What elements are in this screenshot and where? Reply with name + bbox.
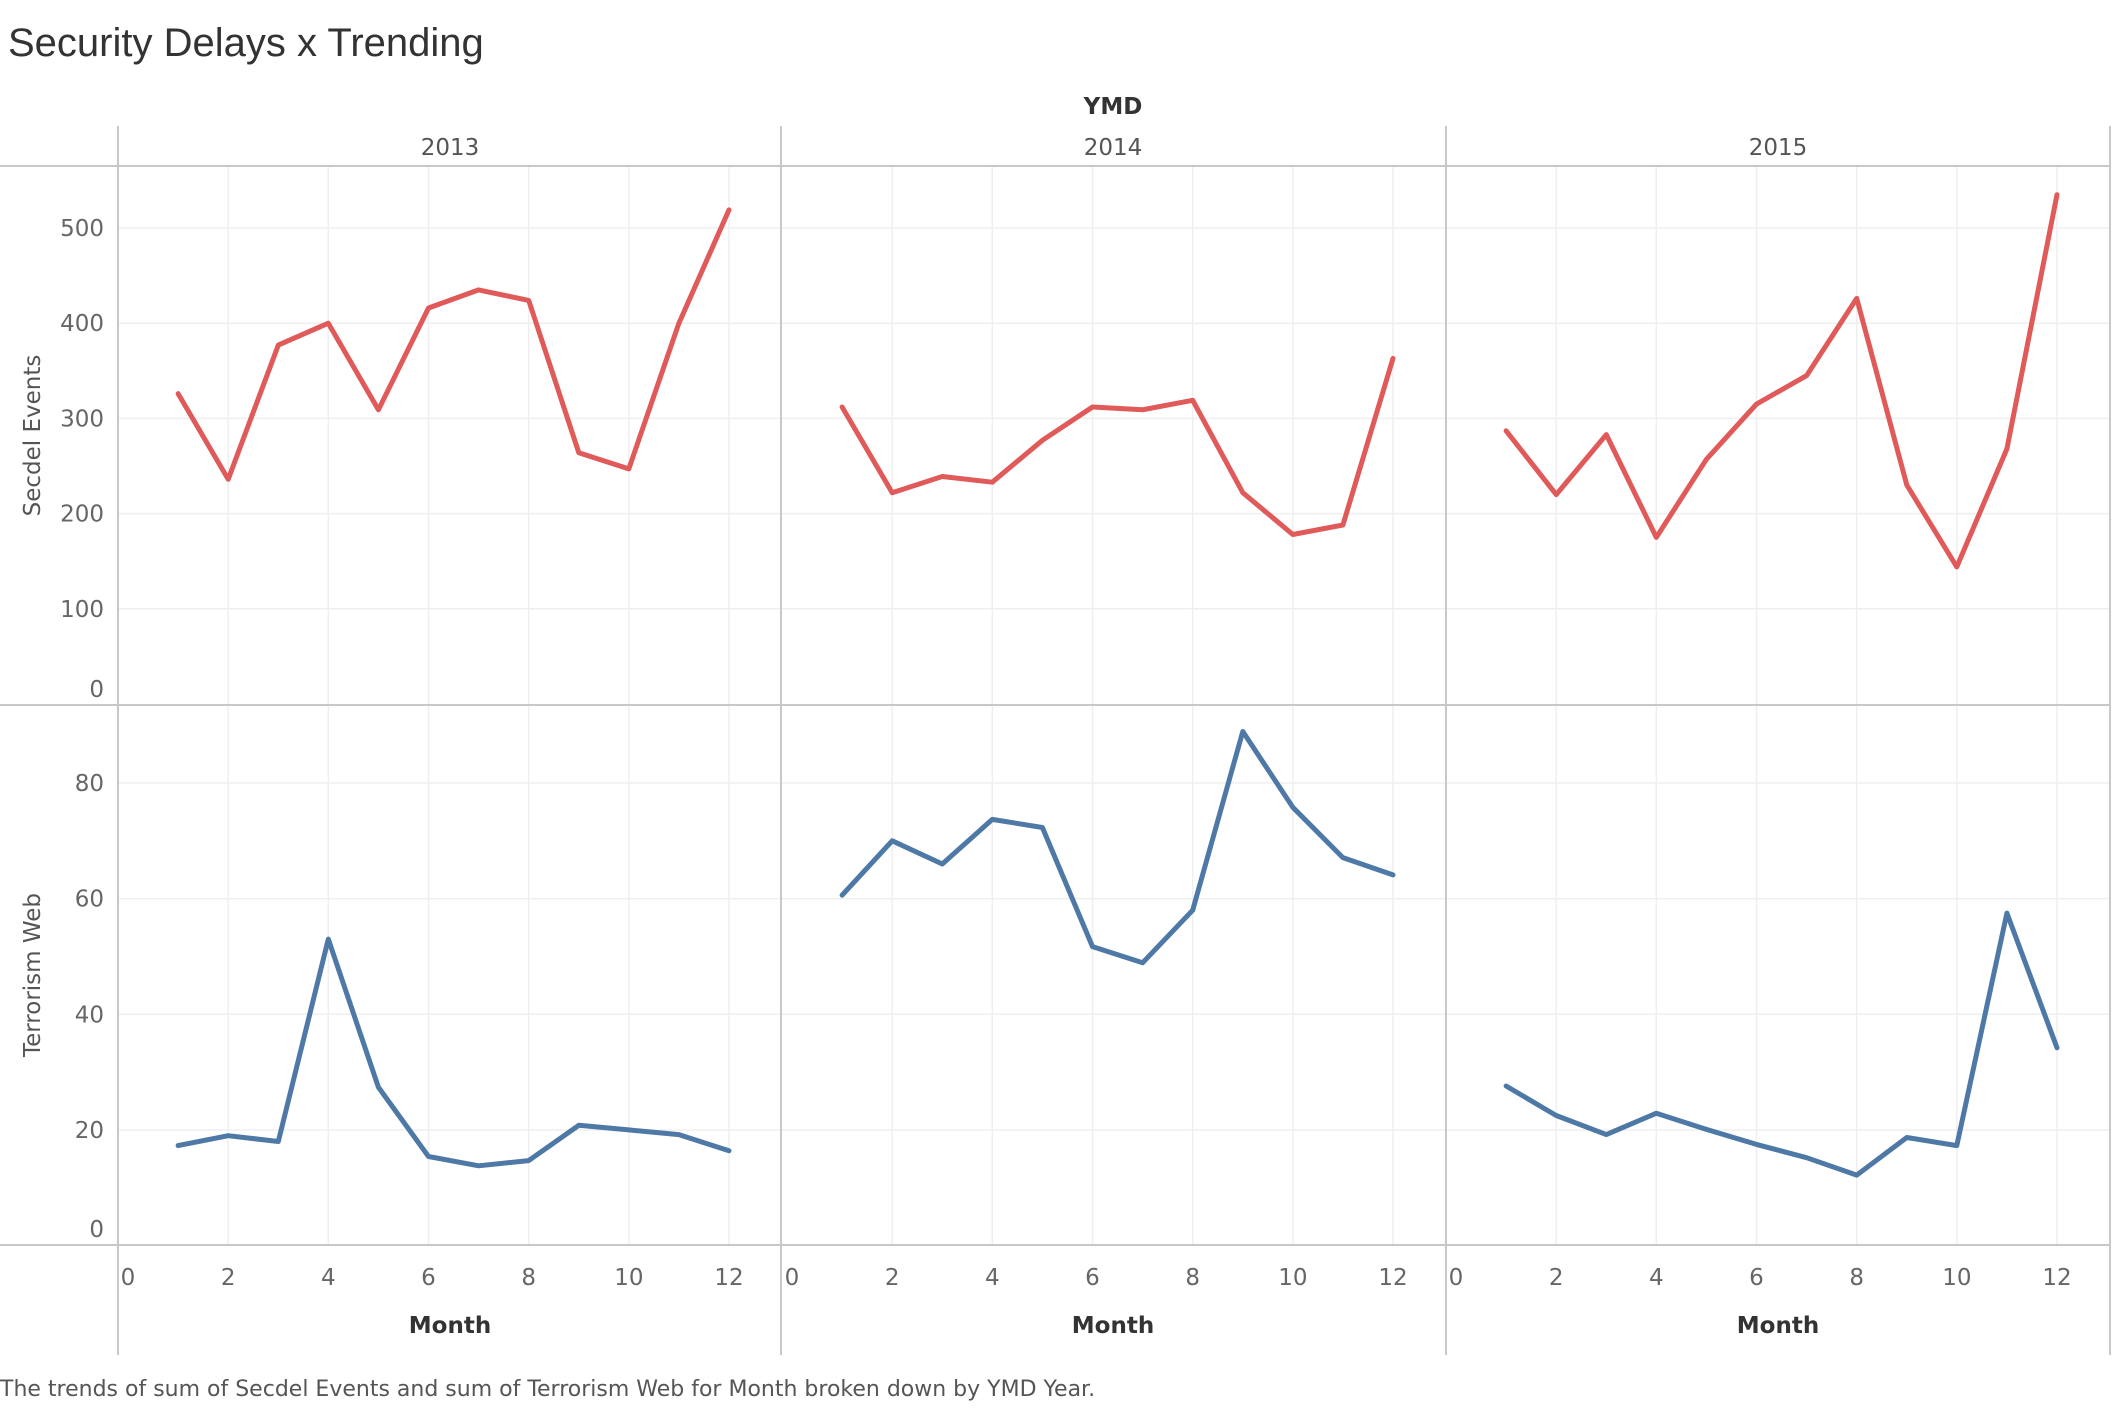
x-tick-label: 10	[1278, 1265, 1307, 1291]
x-tick-label: 0	[1449, 1265, 1464, 1291]
x-tick-label: 0	[121, 1265, 136, 1291]
series-line-secdel-events-2014	[839, 355, 1396, 537]
y-tick-label: 40	[75, 1002, 104, 1028]
x-tick-label: 12	[1378, 1265, 1407, 1291]
x-tick-label: 2	[221, 1265, 236, 1291]
x-tick-label: 10	[1942, 1265, 1971, 1291]
y-tick-label: 400	[60, 311, 104, 337]
series-line-secdel-events-2013	[175, 207, 732, 482]
x-tick-label: 6	[1085, 1265, 1100, 1291]
x-tick-label: 12	[2042, 1265, 2071, 1291]
series-line-terrorism-web-2015	[1503, 910, 2060, 1178]
x-tick-label: 8	[1849, 1265, 1864, 1291]
x-axis-title: Month	[1737, 1313, 1819, 1339]
x-axis-title: Month	[409, 1313, 491, 1339]
x-tick-label: 8	[521, 1265, 536, 1291]
chart-title: Security Delays x Trending	[8, 21, 484, 65]
x-tick-label: 4	[321, 1265, 336, 1291]
x-tick-label: 2	[885, 1265, 900, 1291]
x-tick-label: 12	[714, 1265, 743, 1291]
x-tick-label: 6	[421, 1265, 436, 1291]
y-tick-label: 20	[75, 1118, 104, 1144]
x-tick-label: 10	[614, 1265, 643, 1291]
x-tick-label: 4	[1649, 1265, 1664, 1291]
y-tick-label: 200	[60, 502, 104, 528]
y-tick-label: 500	[60, 216, 104, 242]
y-axis-title: Secdel Events	[20, 355, 46, 517]
y-tick-label: 0	[89, 677, 104, 703]
panel-header-2015: 2015	[1749, 135, 1808, 161]
column-header: YMD	[1083, 94, 1143, 120]
panel-header-2013: 2013	[421, 135, 480, 161]
x-tick-label: 4	[985, 1265, 1000, 1291]
panel-header-2014: 2014	[1084, 135, 1143, 161]
series-line-terrorism-web-2014	[839, 729, 1396, 966]
caption: The trends of sum of Secdel Events and s…	[0, 1377, 1095, 1402]
y-tick-label: 100	[60, 597, 104, 623]
x-tick-label: 2	[1549, 1265, 1564, 1291]
x-tick-label: 0	[785, 1265, 800, 1291]
y-tick-label: 80	[75, 771, 104, 797]
series-line-secdel-events-2015	[1503, 192, 2060, 570]
y-tick-label: 60	[75, 887, 104, 913]
x-axis-title: Month	[1072, 1313, 1154, 1339]
series-line-terrorism-web-2013	[175, 936, 732, 1169]
x-tick-label: 6	[1749, 1265, 1764, 1291]
y-axis-title: Terrorism Web	[20, 893, 46, 1058]
y-tick-label: 0	[89, 1217, 104, 1243]
y-tick-label: 300	[60, 406, 104, 432]
x-tick-label: 8	[1185, 1265, 1200, 1291]
